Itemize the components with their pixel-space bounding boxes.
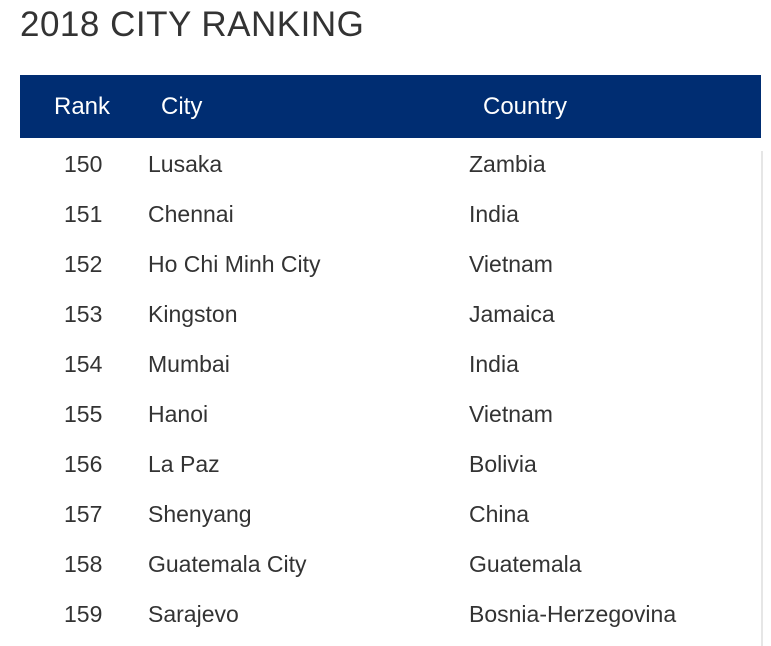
page-title: 2018 CITY RANKING (20, 5, 365, 44)
country-cell: Jamaica (469, 301, 555, 327)
rank-cell: 151 (64, 201, 103, 227)
city-cell: Hanoi (148, 401, 209, 427)
city-cell: Shenyang (148, 501, 252, 527)
table-row: 150 Lusaka Zambia (20, 139, 761, 189)
rank-cell: 153 (64, 301, 103, 327)
city-cell: Lusaka (148, 151, 223, 177)
table-row: 156 La Paz Bolivia (20, 439, 761, 489)
country-cell: India (469, 201, 519, 227)
ranking-table: Rank City Country 150 Lusaka Zambia 151 … (20, 75, 763, 646)
city-cell: Kingston (148, 301, 238, 327)
rank-cell: 156 (64, 451, 103, 477)
country-cell: China (469, 501, 530, 527)
rank-cell: 154 (64, 351, 103, 377)
city-cell: La Paz (148, 451, 220, 477)
country-cell: Bolivia (469, 451, 537, 477)
scrollbar-track[interactable] (761, 151, 763, 646)
rank-cell: 152 (64, 251, 103, 277)
column-header-country[interactable]: Country (483, 93, 568, 120)
country-cell: Bosnia-Herzegovina (469, 601, 677, 627)
table-row: 153 Kingston Jamaica (20, 289, 761, 339)
city-cell: Mumbai (148, 351, 230, 377)
country-cell: India (469, 351, 519, 377)
table-row: 158 Guatemala City Guatemala (20, 539, 761, 589)
country-cell: Vietnam (469, 401, 553, 427)
country-cell: Vietnam (469, 251, 553, 277)
city-cell: Sarajevo (148, 601, 239, 627)
table-row: 157 Shenyang China (20, 489, 761, 539)
rank-cell: 157 (64, 501, 103, 527)
rank-cell: 150 (64, 151, 103, 177)
table-row: 155 Hanoi Vietnam (20, 389, 761, 439)
rank-cell: 159 (64, 601, 103, 627)
city-cell: Ho Chi Minh City (148, 251, 321, 277)
table-body: 150 Lusaka Zambia 151 Chennai India 152 … (20, 139, 763, 646)
city-cell: Guatemala City (148, 551, 307, 577)
table-row: 159 Sarajevo Bosnia-Herzegovina (20, 589, 761, 639)
table-row: 154 Mumbai India (20, 339, 761, 389)
column-header-rank[interactable]: Rank (54, 93, 111, 120)
table-header: Rank City Country (20, 75, 761, 138)
table-row: 152 Ho Chi Minh City Vietnam (20, 239, 761, 289)
rank-cell: 158 (64, 551, 103, 577)
country-cell: Guatemala (469, 551, 582, 577)
rank-cell: 155 (64, 401, 103, 427)
column-header-city[interactable]: City (161, 93, 203, 120)
table-row: 151 Chennai India (20, 189, 761, 239)
city-cell: Chennai (148, 201, 234, 227)
country-cell: Zambia (469, 151, 546, 177)
